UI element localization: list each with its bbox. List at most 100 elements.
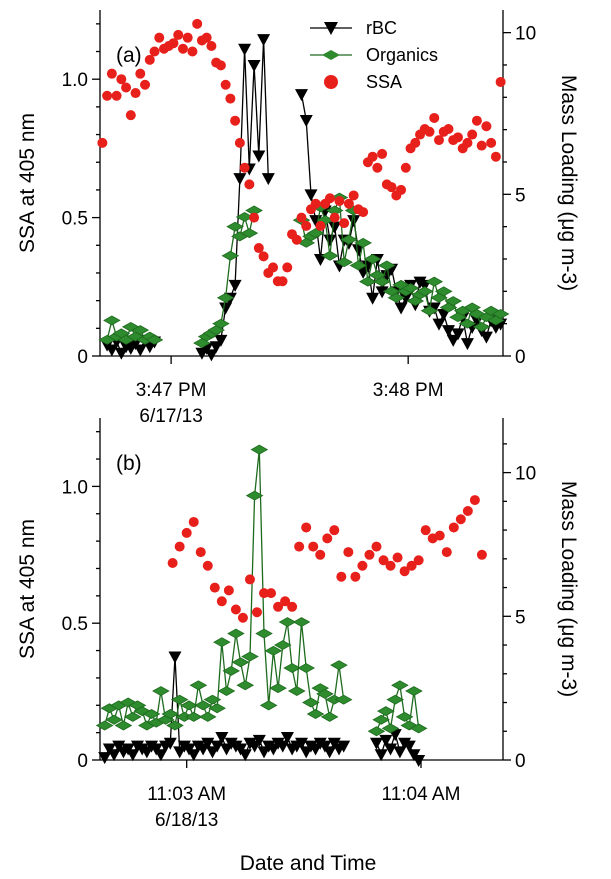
rbc-point — [366, 292, 380, 305]
legend-marker — [324, 22, 338, 35]
ssa-point — [343, 547, 354, 558]
ssa-point — [301, 220, 312, 231]
rbc-point — [98, 752, 112, 765]
ssa-point — [308, 541, 319, 552]
organics-point — [302, 697, 320, 708]
ssa-point — [144, 54, 155, 65]
organics-point — [105, 714, 123, 725]
y-axis-right-title: Mass Loading (μg m-3) — [557, 481, 580, 697]
ssa-point — [301, 522, 312, 533]
ssa-point — [280, 596, 291, 607]
organics-point — [194, 700, 212, 711]
right-tick-label: 10 — [515, 24, 536, 45]
ssa-point — [469, 495, 480, 506]
organics-point — [208, 703, 226, 714]
ssa-point — [266, 588, 277, 599]
panel-label: (b) — [116, 452, 142, 475]
legend-marker — [324, 75, 338, 89]
organics-point — [306, 228, 325, 239]
rbc-point — [214, 334, 228, 347]
rbc-point — [105, 344, 119, 357]
ssa-point — [215, 60, 226, 71]
ssa-point — [400, 162, 411, 173]
ssa-point — [310, 198, 321, 209]
ssa-point — [490, 151, 501, 162]
ssa-point — [209, 582, 220, 593]
organics-point — [145, 334, 164, 345]
organics-point — [420, 305, 439, 316]
ssa-point — [154, 32, 165, 43]
organics-point — [114, 720, 133, 731]
rbc-point — [323, 234, 337, 247]
organics-point — [203, 694, 222, 705]
organics-point — [330, 660, 348, 671]
rbc-point — [238, 749, 252, 762]
rbc-point — [215, 732, 229, 745]
ssa-point — [296, 212, 307, 223]
organics-point — [227, 628, 245, 639]
organics-point — [439, 302, 458, 313]
organics-point — [368, 270, 387, 281]
organics-point — [216, 292, 235, 303]
rbc-point — [380, 270, 394, 283]
ssa-point — [357, 560, 368, 571]
organics-point — [320, 711, 339, 722]
organics-point — [377, 706, 395, 717]
ssa-point — [329, 212, 340, 223]
rbc-point — [187, 749, 201, 762]
ssa-point — [182, 32, 193, 43]
organics-point — [386, 694, 405, 705]
organics-point — [395, 711, 414, 722]
organics-point — [297, 663, 316, 673]
left-tick-label: 0.5 — [62, 614, 88, 635]
organics-point — [449, 312, 467, 323]
ssa-point — [315, 549, 326, 560]
ssa-point — [287, 601, 298, 612]
series-rbc — [98, 651, 426, 767]
organics-point — [236, 680, 255, 691]
rbc-point — [261, 173, 275, 186]
organics-point — [401, 283, 420, 294]
x-tick-label: 3:48 PM — [373, 380, 444, 401]
rbc-point — [238, 43, 252, 56]
organics-point — [425, 276, 444, 287]
rbc-point — [252, 734, 266, 747]
rbc-point — [247, 59, 261, 72]
ssa-point — [167, 558, 178, 569]
ssa-point — [239, 162, 250, 173]
ssa-point — [371, 541, 382, 552]
organics-point — [170, 694, 189, 705]
ssa-point — [424, 126, 435, 137]
rbc-point — [375, 286, 389, 299]
ssa-point — [315, 220, 326, 231]
organics-point — [491, 309, 510, 319]
organics-point — [240, 228, 259, 239]
rbc-point — [295, 89, 308, 102]
ssa-point — [177, 43, 188, 54]
panel-b: 0 0.5 1.0 0 5 10 11:03 AM 6/18/13 11:04 AM SSA at… — [16, 418, 580, 831]
ssa-point — [244, 574, 255, 585]
rbc-point — [441, 325, 455, 338]
organics-point — [444, 296, 463, 306]
organics-point — [387, 292, 406, 303]
ssa-point — [448, 522, 459, 533]
organics-point — [354, 237, 372, 248]
ssa-point — [206, 40, 217, 51]
series-organics — [95, 444, 428, 737]
legend-label: rBC — [366, 18, 397, 38]
ssa-point — [372, 162, 383, 173]
organics-point — [472, 321, 491, 332]
rbc-point — [328, 221, 342, 234]
organics-point — [349, 260, 368, 271]
ssa-point — [102, 90, 113, 101]
rbc-point — [369, 737, 383, 750]
rbc-point — [374, 749, 388, 762]
ssa-point — [181, 527, 192, 538]
rbc-point — [209, 341, 223, 354]
organics-point — [321, 250, 339, 261]
rbc-point — [304, 189, 318, 202]
organics-point — [405, 686, 423, 696]
ssa-point — [334, 195, 345, 206]
ssa-point — [429, 112, 440, 123]
ssa-point — [140, 79, 151, 90]
